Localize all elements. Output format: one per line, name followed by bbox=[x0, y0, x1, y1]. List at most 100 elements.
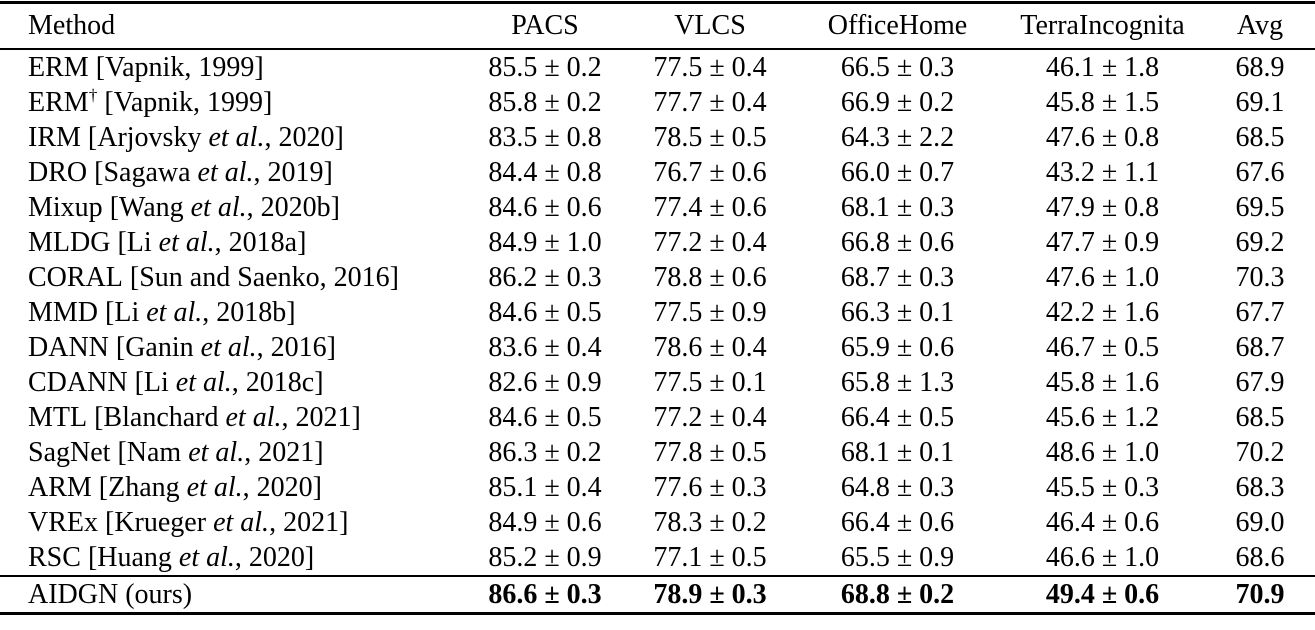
result-row: RSC [Huang et al., 2020] 85.2 ± 0.9 77.1 ±… bbox=[0, 540, 1315, 576]
method-name: MLDG bbox=[28, 226, 111, 258]
citation-post: , 2018a] bbox=[214, 226, 307, 258]
citation-post: , 2018b] bbox=[202, 296, 296, 328]
result-row: IRM [Arjovsky et al., 2020] 83.5 ± 0.8 78.… bbox=[0, 120, 1315, 155]
citation-pre: [Arjovsky bbox=[80, 121, 209, 153]
citation-pre: [Wang bbox=[102, 191, 191, 223]
score-cell: 68.3 bbox=[1235, 471, 1285, 503]
method-name: MTL bbox=[28, 401, 88, 433]
method-cell: SagNet [Nam et al., 2021] bbox=[0, 435, 465, 470]
method-name: SagNet bbox=[28, 436, 111, 468]
method-name: ERM bbox=[28, 86, 89, 118]
citation-etal: et al. bbox=[175, 366, 232, 398]
method-name: DANN bbox=[28, 331, 109, 363]
score-cell: 68.1 ± 0.1 bbox=[840, 436, 955, 468]
method-cell: DRO [Sagawa et al., 2019] bbox=[0, 155, 465, 190]
score-cell: 84.4 ± 0.8 bbox=[488, 156, 602, 188]
score-cell: 42.2 ± 1.6 bbox=[1045, 296, 1160, 328]
method-name: IRM bbox=[28, 121, 81, 153]
citation-etal: et al. bbox=[158, 226, 215, 258]
score-cell: 76.7 ± 0.6 bbox=[653, 156, 767, 188]
score-cell: 64.8 ± 0.3 bbox=[840, 471, 955, 503]
method-cell: MTL [Blanchard et al., 2021] bbox=[0, 400, 465, 435]
score-cell: 78.8 ± 0.6 bbox=[653, 261, 767, 293]
citation-pre: [Li bbox=[98, 296, 147, 328]
method-cell: RSC [Huang et al., 2020] bbox=[0, 540, 465, 576]
citation-pre: [Vapnik, 1999] bbox=[88, 51, 264, 83]
citation-post: , 2020b] bbox=[246, 191, 340, 223]
citation-etal: et al. bbox=[146, 296, 203, 328]
citation-etal: et al. bbox=[186, 471, 243, 503]
score-cell: 68.8 ± 0.2 bbox=[795, 575, 1000, 614]
method-cell: DANN [Ganin et al., 2016] bbox=[0, 330, 465, 365]
citation-pre: [Li bbox=[110, 226, 159, 258]
method-cell: Mixup [Wang et al., 2020b] bbox=[0, 190, 465, 225]
score-cell: 45.6 ± 1.2 bbox=[1045, 401, 1160, 433]
score-cell: 77.7 ± 0.4 bbox=[653, 86, 767, 118]
citation-post: , 2020] bbox=[234, 541, 315, 573]
col-header-avg: Avg bbox=[1205, 2, 1315, 50]
method-cell: IRM [Arjovsky et al., 2020] bbox=[0, 120, 465, 155]
method-name: MMD bbox=[28, 296, 99, 328]
score-cell: 67.6 bbox=[1235, 156, 1285, 188]
citation-pre: [Krueger bbox=[98, 506, 214, 538]
score-cell: 45.8 ± 1.6 bbox=[1045, 366, 1160, 398]
score-cell: 77.2 ± 0.4 bbox=[653, 401, 767, 433]
citation-pre: [Nam bbox=[110, 436, 189, 468]
score-cell: 84.6 ± 0.5 bbox=[488, 401, 602, 433]
result-row: ERM [Vapnik, 1999] 85.5 ± 0.2 77.5 ± 0.4 66… bbox=[0, 49, 1315, 85]
method-cell: ERM [Vapnik, 1999] bbox=[0, 49, 465, 85]
citation-pre: [Li bbox=[127, 366, 176, 398]
score-cell: 49.4 ± 0.6 bbox=[1000, 575, 1205, 614]
citation-post: , 2016] bbox=[256, 331, 336, 363]
citation-pre: [Sagawa bbox=[87, 156, 198, 188]
paper-table-container: Method PACS VLCS OfficeHome TerraIncogni… bbox=[0, 1, 1315, 615]
method-name: Mixup bbox=[28, 191, 103, 223]
citation-pre: (ours) bbox=[118, 578, 193, 610]
citation-etal: et al. bbox=[188, 436, 245, 468]
col-header-pacs: PACS bbox=[465, 2, 625, 50]
method-cell: AIDGN (ours) bbox=[0, 575, 465, 614]
result-row: CORAL [Sun and Saenko, 2016] 86.2 ± 0.3 78… bbox=[0, 260, 1315, 295]
score-cell: 47.6 ± 0.8 bbox=[1045, 121, 1160, 153]
method-cell: ARM [Zhang et al., 2020] bbox=[0, 470, 465, 505]
score-cell: 48.6 ± 1.0 bbox=[1045, 436, 1160, 468]
score-cell: 77.1 ± 0.5 bbox=[653, 541, 767, 573]
score-cell: 77.2 ± 0.4 bbox=[653, 226, 767, 258]
score-cell: 86.2 ± 0.3 bbox=[488, 261, 602, 293]
score-cell: 68.5 bbox=[1235, 121, 1285, 153]
score-cell: 67.9 bbox=[1235, 366, 1285, 398]
method-name: DRO bbox=[28, 156, 88, 188]
score-cell: 78.5 ± 0.5 bbox=[653, 121, 767, 153]
score-cell: 78.6 ± 0.4 bbox=[653, 331, 767, 363]
score-cell: 78.9 ± 0.3 bbox=[625, 575, 795, 614]
score-cell: 77.5 ± 0.9 bbox=[653, 296, 767, 328]
method-cell: CDANN [Li et al., 2018c] bbox=[0, 365, 465, 400]
score-cell: 83.5 ± 0.8 bbox=[488, 121, 602, 153]
method-name: CDANN bbox=[28, 366, 128, 398]
method-name: ERM bbox=[28, 51, 89, 83]
citation-etal: et al. bbox=[213, 506, 270, 538]
score-cell: 70.9 bbox=[1205, 575, 1315, 614]
col-header-vlcs: VLCS bbox=[625, 2, 795, 50]
score-cell: 68.1 ± 0.3 bbox=[840, 191, 955, 223]
citation-pre: [Huang bbox=[80, 541, 179, 573]
citation-post: , 2018c] bbox=[231, 366, 324, 398]
score-cell: 65.9 ± 0.6 bbox=[840, 331, 955, 363]
score-cell: 43.2 ± 1.1 bbox=[1045, 156, 1160, 188]
citation-etal: et al. bbox=[225, 401, 282, 433]
citation-post: , 2021] bbox=[269, 506, 349, 538]
score-cell: 66.3 ± 0.1 bbox=[840, 296, 955, 328]
method-cell: MMD [Li et al., 2018b] bbox=[0, 295, 465, 330]
score-cell: 66.0 ± 0.7 bbox=[840, 156, 955, 188]
citation-post: , 2020] bbox=[242, 471, 322, 503]
score-cell: 68.5 bbox=[1235, 401, 1285, 433]
score-cell: 78.3 ± 0.2 bbox=[653, 506, 767, 538]
citation-pre: [Vapnik, 1999] bbox=[97, 86, 273, 118]
result-row: MLDG [Li et al., 2018a] 84.9 ± 1.0 77.2 ± … bbox=[0, 225, 1315, 260]
score-cell: 69.2 bbox=[1235, 226, 1285, 258]
score-cell: 66.9 ± 0.2 bbox=[840, 86, 955, 118]
score-cell: 77.6 ± 0.3 bbox=[653, 471, 767, 503]
score-cell: 68.6 bbox=[1235, 541, 1285, 573]
score-cell: 47.6 ± 1.0 bbox=[1045, 261, 1160, 293]
citation-pre: [Blanchard bbox=[87, 401, 226, 433]
